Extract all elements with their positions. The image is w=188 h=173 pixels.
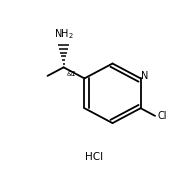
Text: HCl: HCl bbox=[85, 152, 103, 162]
Text: NH$_2$: NH$_2$ bbox=[54, 27, 74, 41]
Text: &1: &1 bbox=[67, 71, 77, 77]
Text: Cl: Cl bbox=[157, 111, 167, 121]
Text: N: N bbox=[141, 71, 148, 81]
